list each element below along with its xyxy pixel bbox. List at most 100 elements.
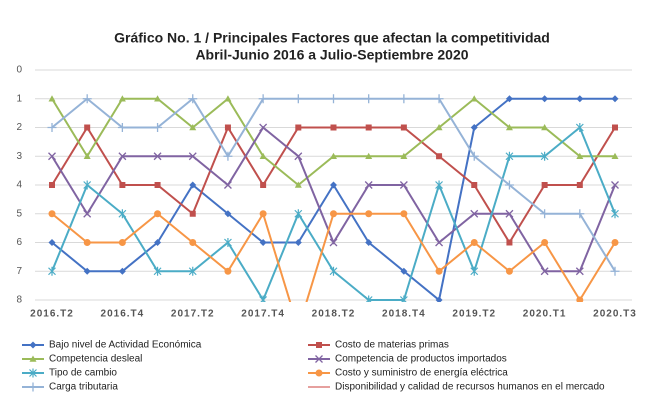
legend-label: Tipo de cambio	[49, 368, 117, 379]
marker	[48, 210, 56, 218]
marker	[541, 239, 549, 246]
marker	[118, 152, 127, 161]
marker	[365, 210, 373, 218]
marker	[259, 210, 267, 218]
y-tick-label: 3	[16, 151, 22, 162]
marker	[47, 123, 57, 132]
marker	[434, 94, 444, 104]
marker	[541, 95, 549, 103]
marker	[188, 152, 197, 161]
marker	[470, 95, 478, 102]
y-tick-label: 1	[16, 93, 22, 104]
marker	[365, 124, 372, 131]
marker	[611, 95, 619, 103]
plot-area	[47, 94, 620, 302]
marker	[400, 210, 408, 218]
legend-label: Costo y suministro de energía eléctrica	[335, 368, 508, 379]
marker	[294, 181, 302, 188]
marker	[470, 239, 478, 246]
marker	[364, 295, 373, 302]
marker	[294, 209, 303, 219]
series-line	[51, 126, 616, 273]
marker	[541, 182, 548, 188]
marker	[469, 151, 479, 161]
marker	[505, 124, 513, 131]
marker	[330, 210, 337, 218]
y-tick-label: 5	[16, 208, 22, 219]
chart-subtitle: Abril-Junio 2016 a Julio-Septiembre 2020	[195, 47, 468, 63]
y-tick-label: 7	[16, 266, 22, 277]
x-tick-label: 2020.T3	[593, 309, 637, 320]
x-tick-label: 2017.T4	[241, 309, 285, 320]
legend-label: Competencia de productos importados	[335, 354, 507, 365]
marker	[540, 267, 549, 276]
marker	[399, 295, 408, 302]
marker	[154, 239, 162, 246]
marker	[294, 152, 303, 161]
legend-item: Disponibilidad y calidad de recursos hum…	[308, 382, 605, 393]
marker	[189, 210, 196, 217]
marker	[154, 210, 162, 218]
x-tick-label: 2016.T2	[30, 309, 74, 320]
x-tick-label: 2018.T2	[312, 309, 356, 320]
legend-item: Costo y suministro de energía eléctrica	[308, 368, 508, 379]
marker	[223, 181, 232, 189]
legend-label: Competencia desleal	[49, 354, 142, 365]
legend-label: Carga tributaria	[49, 382, 118, 393]
marker	[224, 238, 232, 247]
legend-label: Disponibilidad y calidad de recursos hum…	[335, 382, 605, 393]
marker	[506, 239, 513, 246]
marker	[153, 123, 163, 132]
legend-item: Carga tributaria	[22, 382, 118, 393]
marker	[575, 267, 584, 276]
marker	[435, 124, 443, 131]
marker	[49, 182, 55, 188]
marker	[224, 267, 232, 275]
marker	[436, 153, 443, 160]
marker	[48, 239, 56, 246]
y-tick-label: 6	[16, 237, 22, 248]
marker	[119, 182, 126, 188]
marker	[611, 152, 619, 160]
marker	[188, 94, 198, 104]
legend-item: Bajo nivel de Actividad Económica	[22, 340, 202, 351]
series-line	[51, 97, 615, 187]
marker	[118, 239, 126, 246]
marker	[259, 123, 268, 132]
legend-item: Tipo de cambio	[22, 368, 117, 379]
marker	[611, 239, 619, 246]
y-tick-label: 0	[16, 65, 22, 76]
marker	[84, 124, 91, 131]
marker	[117, 123, 127, 132]
marker	[315, 355, 323, 363]
marker	[329, 266, 338, 276]
marker	[399, 94, 409, 104]
marker	[611, 209, 619, 219]
marker	[293, 94, 303, 104]
marker	[48, 266, 56, 276]
legend-item: Costo de materias primas	[308, 340, 449, 351]
marker	[188, 266, 197, 276]
marker	[505, 95, 513, 103]
marker	[505, 209, 514, 218]
marker	[540, 209, 550, 219]
marker	[435, 238, 444, 247]
marker	[471, 182, 478, 188]
legend-label: Bajo nivel de Actividad Económica	[49, 340, 202, 351]
marker	[435, 296, 443, 302]
marker	[294, 239, 302, 246]
marker	[575, 123, 584, 132]
y-tick-label: 8	[16, 295, 22, 306]
marker	[470, 209, 479, 218]
marker	[470, 266, 479, 276]
marker	[470, 124, 478, 131]
marker	[223, 151, 233, 161]
legend-item: Competencia desleal	[22, 354, 142, 365]
marker	[260, 182, 267, 188]
marker	[504, 180, 514, 190]
marker	[315, 369, 323, 377]
marker	[189, 239, 197, 246]
marker	[153, 266, 162, 276]
marker	[189, 124, 197, 131]
y-tick-label: 2	[16, 122, 22, 133]
